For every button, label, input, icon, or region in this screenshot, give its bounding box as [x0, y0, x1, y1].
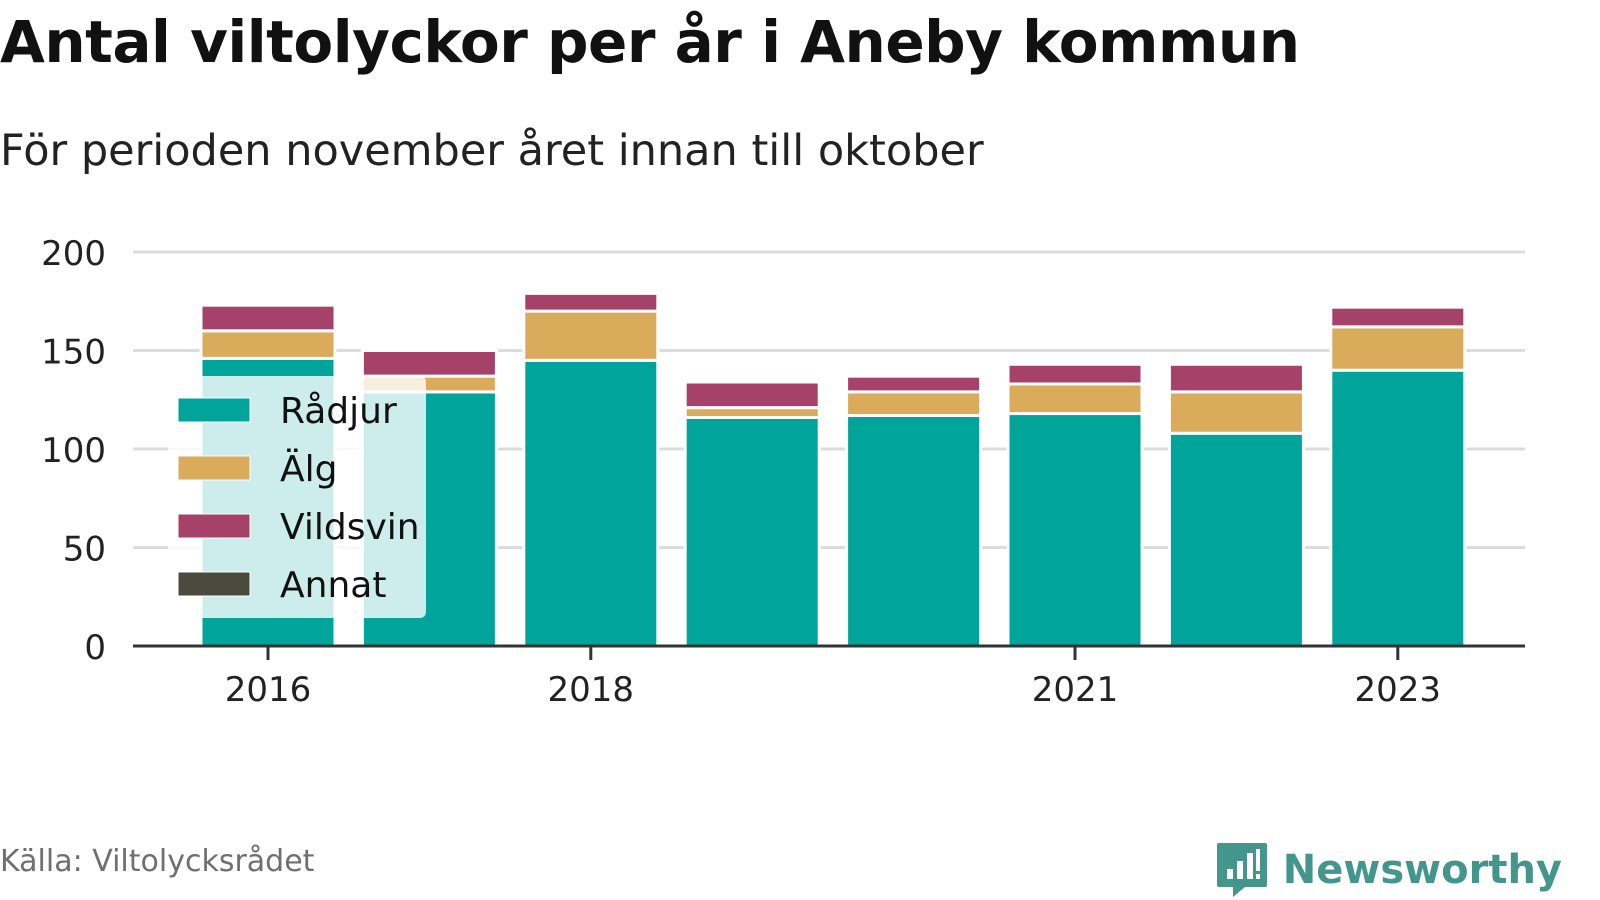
- x-tick-label: 2023: [1355, 670, 1442, 710]
- legend-swatch: [177, 455, 251, 481]
- x-axis: 2016 2018 2021 2023: [133, 644, 1525, 710]
- x-tick-label: 2021: [1032, 670, 1119, 710]
- bar-rådjur: [1006, 412, 1144, 648]
- bar-vildsvin: [1167, 362, 1305, 394]
- legend-swatch: [177, 513, 251, 539]
- bar-älg: [522, 309, 660, 362]
- y-axis-ticks: 0 50 100 150 200: [41, 234, 106, 668]
- bar-annat: [360, 347, 498, 352]
- brand-logo: Newsworthy: [1215, 840, 1562, 900]
- y-tick-label: 0: [84, 628, 106, 668]
- bar-vildsvin: [845, 374, 983, 394]
- bar-älg: [1329, 325, 1467, 372]
- y-tick-label: 50: [63, 530, 106, 570]
- legend-box: [168, 376, 426, 618]
- bar-annat: [845, 372, 983, 378]
- chart-subtitle: För perioden november året innan till ok…: [0, 126, 984, 176]
- legend: Rådjur Älg Vildsvin Annat: [168, 376, 426, 618]
- bar-vildsvin: [522, 291, 660, 313]
- legend-swatch: [177, 571, 251, 597]
- bar-rådjur: [1329, 368, 1467, 648]
- chart-title: Antal viltolyckor per år i Aneby kommun: [0, 8, 1300, 76]
- bar-älg: [199, 329, 337, 360]
- y-tick-label: 150: [41, 333, 106, 373]
- x-tick-label: 2018: [548, 670, 635, 710]
- bar-rådjur: [1167, 431, 1305, 648]
- legend-swatch: [177, 397, 251, 423]
- bar-älg: [1006, 382, 1144, 416]
- bar-rådjur: [683, 415, 821, 648]
- source-note: Källa: Viltolycksrådet: [0, 844, 315, 879]
- newsworthy-logo-icon: [1216, 843, 1267, 897]
- legend-label: Annat: [280, 565, 386, 606]
- bar-vildsvin: [1329, 305, 1467, 329]
- legend-label: Rådjur: [280, 391, 397, 432]
- bar-vildsvin: [1006, 362, 1144, 386]
- y-tick-label: 200: [41, 234, 106, 274]
- x-tick-label: 2016: [225, 670, 312, 710]
- bar-älg: [845, 390, 983, 418]
- bar-rådjur: [522, 358, 660, 648]
- brand-name: Newsworthy: [1282, 847, 1562, 893]
- bar-vildsvin: [683, 380, 821, 410]
- legend-label: Vildsvin: [280, 507, 420, 548]
- y-tick-label: 100: [41, 431, 106, 471]
- bar-vildsvin: [360, 349, 498, 378]
- bar-vildsvin: [199, 303, 337, 333]
- legend-label: Älg: [280, 448, 337, 490]
- bar-rådjur: [845, 414, 983, 648]
- bar-älg: [1167, 390, 1305, 435]
